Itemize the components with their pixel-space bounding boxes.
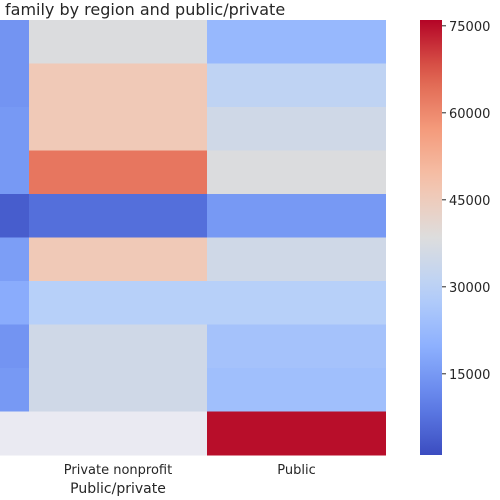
heatmap-cell xyxy=(29,237,207,282)
heatmap-cell xyxy=(207,237,386,282)
colorbar-tick-label: 75000 xyxy=(449,20,490,35)
heatmap-cell xyxy=(29,63,207,108)
heatmap-cell xyxy=(29,150,207,195)
colorbar-ticks: 15000 30000 45000 60000 75000 xyxy=(442,20,490,383)
heatmap-cell xyxy=(207,63,386,108)
heatmap-cell xyxy=(29,368,207,412)
heatmap-cell xyxy=(207,368,386,412)
heatmap-cell xyxy=(0,411,29,456)
heatmap-cell xyxy=(0,281,29,325)
heatmap-cell xyxy=(0,324,29,369)
heatmap-cell xyxy=(0,107,29,151)
heatmap-cell xyxy=(0,194,29,238)
heatmap-cell xyxy=(207,281,386,325)
heatmap-cell xyxy=(29,20,207,64)
x-tick-labels: Private nonprofit Public xyxy=(64,463,316,478)
x-tick-label: Private nonprofit xyxy=(64,463,172,478)
colorbar-tick-label: 60000 xyxy=(449,107,490,122)
colorbar-tick-label: 15000 xyxy=(449,368,490,383)
heatmap-cell xyxy=(207,150,386,195)
heatmap-cell xyxy=(0,368,29,412)
heatmap-cell xyxy=(29,281,207,325)
heatmap-cells xyxy=(0,20,386,456)
heatmap-cell xyxy=(207,324,386,369)
x-tick-label: Public xyxy=(277,463,315,478)
heatmap-cell xyxy=(0,150,29,195)
heatmap-cell xyxy=(29,411,207,456)
heatmap-cell xyxy=(29,324,207,369)
heatmap-cell xyxy=(29,194,207,238)
heatmap-cell xyxy=(207,194,386,238)
colorbar xyxy=(420,20,442,455)
heatmap-cell xyxy=(207,20,386,64)
chart-title: family by region and public/private xyxy=(5,0,285,19)
x-axis-label: Public/private xyxy=(70,481,166,497)
heatmap-cell xyxy=(207,411,386,456)
heatmap-cell xyxy=(0,237,29,282)
colorbar-tick-label: 45000 xyxy=(449,194,490,209)
heatmap-cell xyxy=(0,20,29,64)
heatmap-cell xyxy=(0,63,29,108)
heatmap-cell xyxy=(29,107,207,151)
colorbar-tick-label: 30000 xyxy=(449,281,490,296)
heatmap-cell xyxy=(207,107,386,151)
